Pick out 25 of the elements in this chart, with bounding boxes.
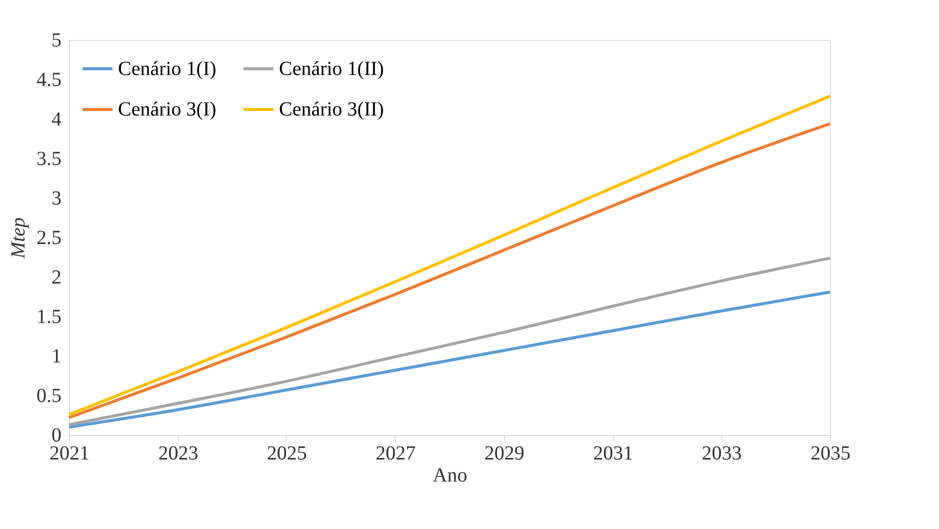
y-tick-label: 0.5 bbox=[36, 385, 62, 407]
x-tick-label: 2025 bbox=[266, 442, 307, 464]
y-tick-label: 4 bbox=[52, 108, 62, 130]
y-tick-label: 3 bbox=[52, 188, 62, 210]
x-tick-label: 2031 bbox=[593, 442, 634, 464]
y-tick-label: 4.5 bbox=[36, 69, 62, 91]
x-tick-label: 2023 bbox=[158, 442, 198, 464]
x-tick-label: 2033 bbox=[702, 442, 742, 464]
y-tick-label: 1 bbox=[52, 346, 62, 368]
line-series bbox=[68, 256, 832, 426]
legend-label: Cenário 3(I) bbox=[118, 98, 216, 120]
y-tick-label: 5 bbox=[52, 30, 62, 52]
line-series bbox=[68, 290, 832, 429]
y-axis-title: Mtep bbox=[8, 217, 30, 260]
y-tick-label: 2 bbox=[52, 266, 62, 288]
y-tick-label: 3.5 bbox=[36, 148, 62, 170]
y-tick-label: 1.5 bbox=[36, 306, 62, 328]
x-axis-title: Ano bbox=[432, 464, 468, 486]
legend-label: Cenário 1(II) bbox=[279, 58, 384, 80]
x-tick-label: 2029 bbox=[484, 442, 524, 464]
legend-label: Cenário 1(I) bbox=[118, 58, 216, 80]
legend-label: Cenário 3(II) bbox=[279, 98, 384, 120]
y-tick-label: 2.5 bbox=[36, 227, 62, 249]
x-tick-label: 2035 bbox=[810, 442, 850, 464]
x-tick-label: 2027 bbox=[376, 442, 416, 464]
